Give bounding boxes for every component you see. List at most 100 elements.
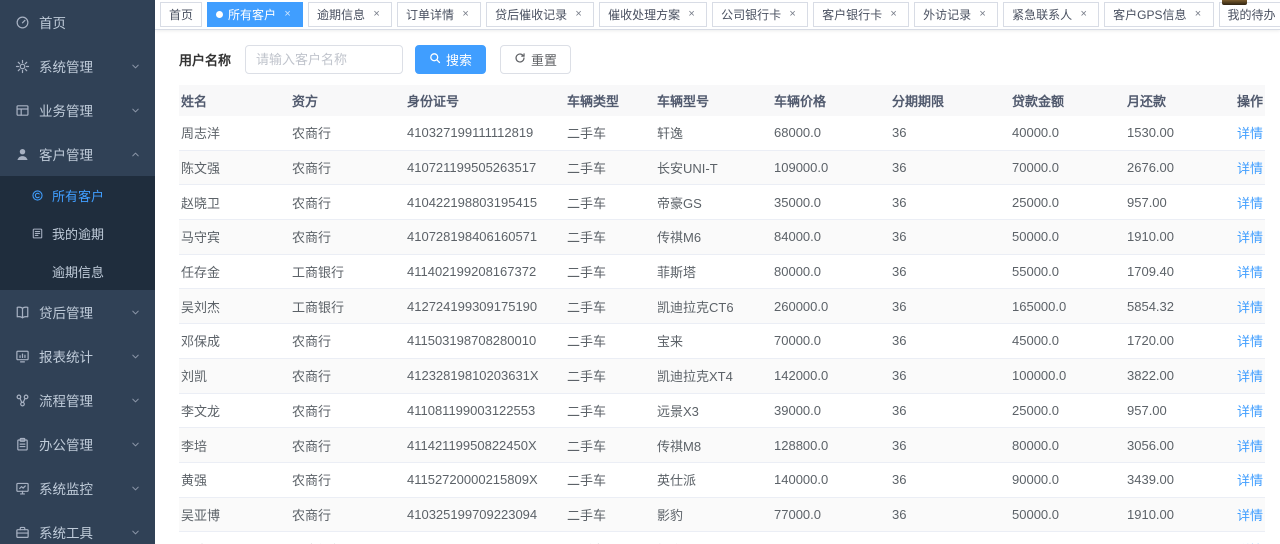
sidebar-item[interactable]: 流程管理 <box>0 378 155 422</box>
detail-link[interactable]: 详情 <box>1236 195 1263 211</box>
cell-term: 36 <box>892 506 907 522</box>
cell-name: 陈文强 <box>181 161 221 177</box>
cell-monthly-payment: 957.00 <box>1127 194 1167 210</box>
search-button[interactable]: 搜索 <box>415 44 487 74</box>
detail-link[interactable]: 详情 <box>1236 438 1263 454</box>
detail-link[interactable]: 详情 <box>1236 369 1263 385</box>
cell-vehicle-price: 39000.0 <box>774 402 821 418</box>
detail-link[interactable]: 详情 <box>1236 126 1263 142</box>
cell-name: 李培 <box>181 438 208 454</box>
detail-link[interactable]: 详情 <box>1236 403 1263 419</box>
tab[interactable]: 紧急联系人 × <box>1003 2 1100 27</box>
tab[interactable]: 订单详情 × <box>397 2 482 27</box>
sidebar-item[interactable]: 贷后管理 <box>0 290 155 334</box>
detail-link[interactable]: 详情 <box>1236 161 1263 177</box>
chevron-down-icon <box>130 527 141 538</box>
sidebar-item[interactable]: 系统管理 <box>0 44 155 88</box>
cell-name: 李文龙 <box>181 403 221 419</box>
tab[interactable]: 客户GPS信息 × <box>1104 2 1214 27</box>
cell-vehicle-model: 宝来 <box>657 334 684 350</box>
close-icon[interactable]: × <box>688 8 695 20</box>
detail-link[interactable]: 详情 <box>1237 543 1263 544</box>
table-row: 吴亚博 农商行 410325199709223094 二手车 影豹 77000.… <box>179 497 1265 533</box>
table-row: 黄强 农商行 41152720000215809X 二手车 英仕派 140000… <box>179 462 1265 498</box>
column-header: 月还款 <box>1127 94 1167 109</box>
sidebar-subitem[interactable]: 我的逾期 <box>0 214 155 252</box>
sidebar-item[interactable]: 首页 <box>0 0 155 44</box>
cell-name: 任存金 <box>181 265 221 281</box>
cell-monthly-payment: 2676.00 <box>1127 160 1174 176</box>
tab[interactable]: 外访记录 × <box>914 2 999 27</box>
column-header: 身份证号 <box>407 94 460 109</box>
close-icon[interactable]: × <box>979 8 986 20</box>
cell-funder: 农商行 <box>292 438 332 454</box>
tab[interactable]: 逾期信息 × <box>308 2 393 27</box>
close-icon[interactable]: × <box>462 8 469 20</box>
close-icon[interactable]: × <box>789 8 796 20</box>
cell-vehicle-model: 菲斯塔 <box>657 265 697 281</box>
sidebar-item[interactable]: 客户管理 <box>0 132 155 176</box>
cell-id-number: 410422198803195415 <box>407 194 538 210</box>
monitor-icon <box>14 480 30 496</box>
cell-funder: 工商银行 <box>292 299 345 315</box>
cell-vehicle-model: 凯迪拉克CT6 <box>657 299 734 315</box>
sidebar-item-label: 业务管理 <box>39 104 93 119</box>
sidebar-subitem-label: 我的逾期 <box>52 226 105 242</box>
cell-vehicle-type: 二手车 <box>567 507 607 523</box>
book-icon <box>14 304 30 320</box>
cell-term: 36 <box>892 368 907 384</box>
sidebar-item[interactable]: 业务管理 <box>0 88 155 132</box>
sidebar-item[interactable]: 系统监控 <box>0 466 155 510</box>
detail-link[interactable]: 详情 <box>1236 473 1263 489</box>
tab[interactable]: 我的待办 × <box>1218 2 1280 27</box>
cell-name: 马守宾 <box>181 230 221 246</box>
sidebar-item[interactable]: 报表统计 <box>0 334 155 378</box>
close-icon[interactable]: × <box>890 8 897 20</box>
tab[interactable]: 客户银行卡 × <box>813 2 910 27</box>
tab[interactable]: 所有客户 × <box>207 2 304 27</box>
sidebar-subitem[interactable]: 逾期信息 <box>0 252 155 290</box>
close-icon[interactable]: × <box>1080 8 1087 20</box>
sidebar-subitem[interactable]: 所有客户 <box>0 176 155 214</box>
cell-name: 吴亚博 <box>181 507 221 523</box>
detail-link[interactable]: 详情 <box>1236 299 1263 315</box>
cell-id-number: 410325199709223094 <box>407 506 538 522</box>
flow-icon <box>14 392 30 408</box>
search-icon <box>429 52 441 67</box>
cell-monthly-payment: 1910.00 <box>1127 506 1174 522</box>
sidebar-subitem-label: 逾期信息 <box>52 264 105 280</box>
cell-monthly-payment: 3822.00 <box>1127 368 1174 384</box>
close-icon[interactable]: × <box>284 8 291 20</box>
cell-name: 刘凯 <box>181 369 208 385</box>
cell-vehicle-price: 84000.0 <box>774 229 821 245</box>
detail-link[interactable]: 详情 <box>1236 507 1263 523</box>
tab[interactable]: 催收处理方案 × <box>599 2 708 27</box>
tab[interactable]: 首页 × <box>160 2 203 27</box>
cell-id-number: 411402199301018712 <box>405 542 565 544</box>
cell-monthly-payment: 1720.00 <box>1127 333 1174 349</box>
close-icon[interactable]: × <box>1194 8 1202 20</box>
tab[interactable]: 贷后催收记录 × <box>486 2 595 27</box>
sidebar-item[interactable]: 系统工具 <box>0 510 155 544</box>
cell-name: 黄强 <box>181 473 208 489</box>
close-icon[interactable]: × <box>575 8 582 20</box>
cell-loan-amount: 50000.0 <box>1012 229 1059 245</box>
cell-vehicle-price: 109000.0 <box>774 160 829 176</box>
avatar-partial[interactable] <box>1222 0 1247 5</box>
detail-link[interactable]: 详情 <box>1236 265 1263 281</box>
cell-funder: 农商行 <box>292 126 332 142</box>
cell-term: 36 <box>892 229 907 245</box>
customer-name-input[interactable] <box>245 44 404 74</box>
sidebar-item-label: 系统工具 <box>39 526 93 541</box>
cell-funder: 工商银行 <box>290 540 405 544</box>
detail-link[interactable]: 详情 <box>1236 230 1263 246</box>
sidebar-item[interactable]: 办公管理 <box>0 422 155 466</box>
cell-name: 邓保成 <box>181 334 221 350</box>
column-header: 分期期限 <box>892 94 945 109</box>
close-icon[interactable]: × <box>373 8 380 20</box>
cell-id-number: 41142119950822450X <box>407 437 537 453</box>
detail-link[interactable]: 详情 <box>1236 334 1263 350</box>
cell-vehicle-model: 长安UNI-T <box>657 161 718 177</box>
reset-button[interactable]: 重置 <box>500 44 572 74</box>
tab[interactable]: 公司银行卡 × <box>712 2 809 27</box>
